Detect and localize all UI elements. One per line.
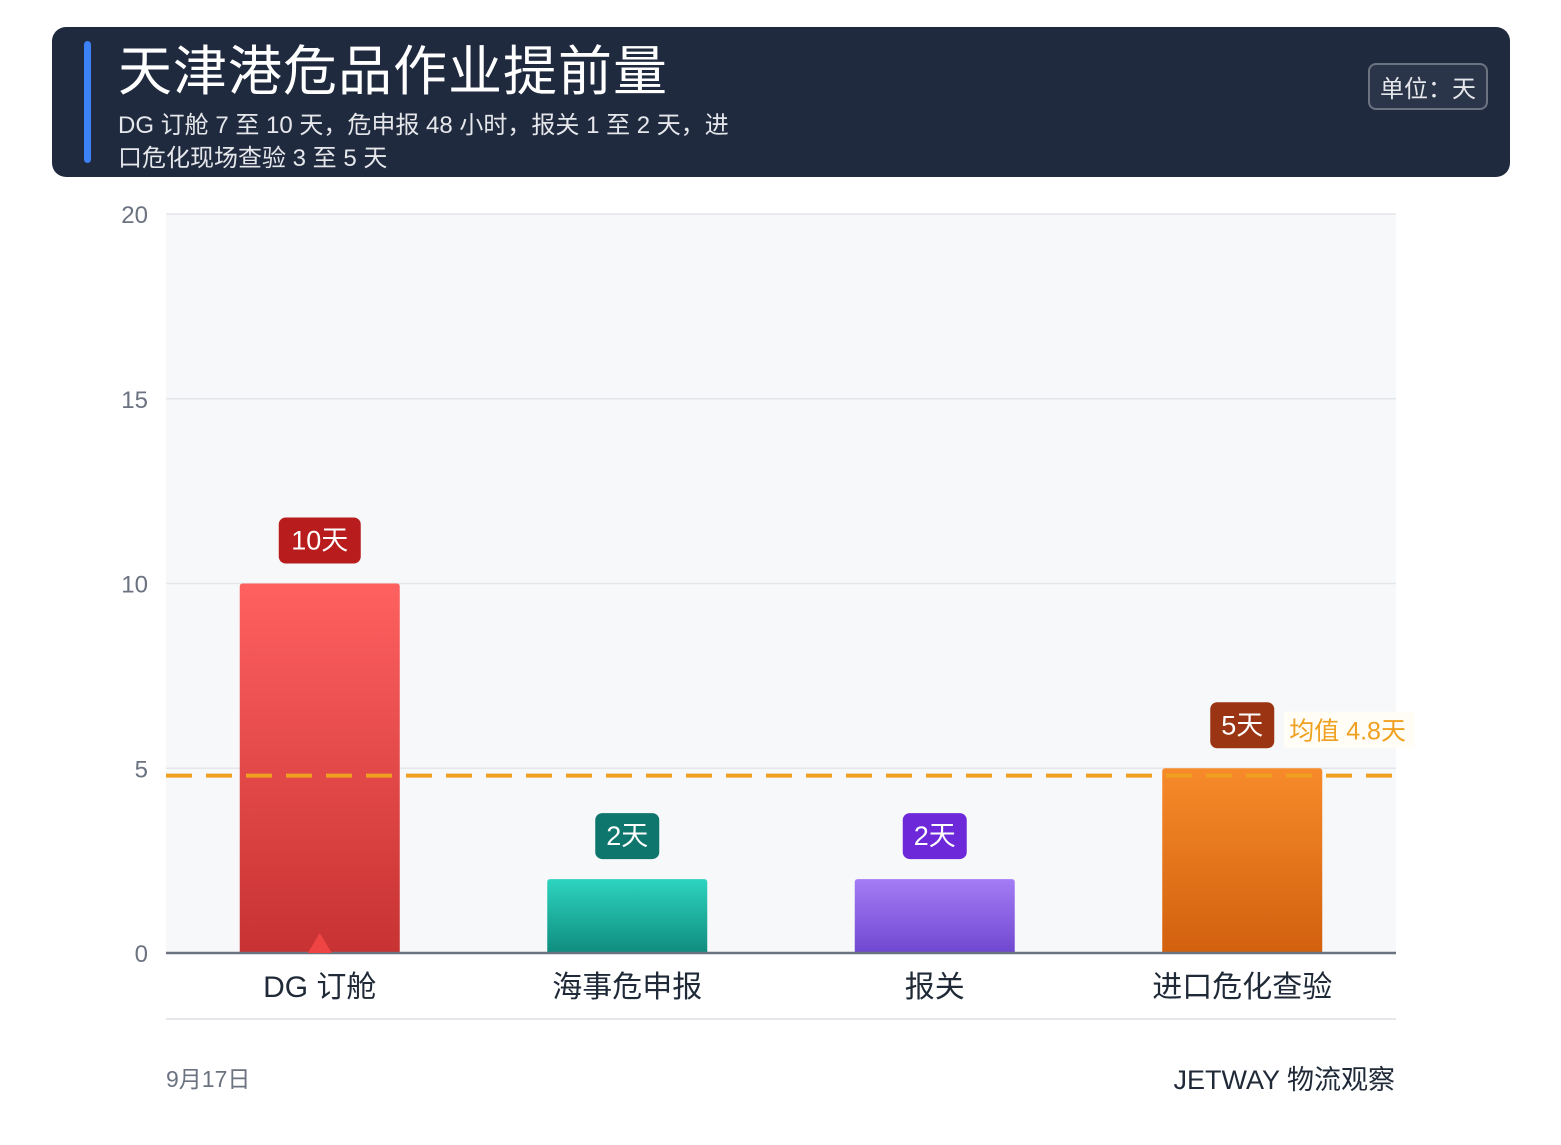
bar bbox=[239, 583, 400, 953]
value-label-badge bbox=[278, 517, 361, 564]
y-tick-label: 20 bbox=[121, 202, 148, 229]
chart-title: 天津港危品作业提前量 bbox=[118, 42, 668, 102]
x-tick-label: DG 订舱 bbox=[263, 971, 376, 1004]
value-label-badge bbox=[595, 813, 660, 860]
footer-divider bbox=[166, 1018, 1396, 1020]
x-tick-label: 海事危申报 bbox=[552, 971, 702, 1004]
highlight-marker-icon bbox=[307, 933, 332, 953]
y-tick-label: 0 bbox=[135, 941, 148, 968]
value-label: 2天 bbox=[606, 821, 648, 851]
value-label-badge bbox=[1210, 702, 1275, 749]
unit-badge: 单位：天 bbox=[1368, 63, 1488, 110]
mean-label: 均值 4.8天 bbox=[1289, 718, 1406, 746]
y-tick-label: 15 bbox=[121, 387, 148, 414]
header-accent-bar bbox=[84, 41, 91, 163]
value-label: 2天 bbox=[914, 821, 956, 851]
value-label: 10天 bbox=[291, 526, 348, 556]
value-label: 5天 bbox=[1221, 710, 1263, 740]
chart-subtitle: DG 订舱 7 至 10 天，危申报 48 小时，报关 1 至 2 天，进口危化… bbox=[118, 112, 729, 172]
bar bbox=[854, 879, 1015, 953]
chart-header: 天津港危品作业提前量 DG 订舱 7 至 10 天，危申报 48 小时，报关 1… bbox=[52, 27, 1510, 177]
bar bbox=[1162, 768, 1323, 953]
mean-label-background bbox=[1284, 711, 1415, 748]
bar bbox=[547, 879, 708, 953]
x-tick-label: 报关 bbox=[905, 971, 965, 1004]
value-label-badge bbox=[902, 813, 967, 860]
footer-brand: JETWAY 物流观察 bbox=[1173, 1065, 1395, 1095]
footer-date: 9月17日 bbox=[166, 1066, 251, 1092]
y-tick-label: 5 bbox=[135, 756, 148, 783]
x-tick-label: 进口危化查验 bbox=[1152, 971, 1332, 1004]
y-tick-label: 10 bbox=[121, 572, 148, 599]
